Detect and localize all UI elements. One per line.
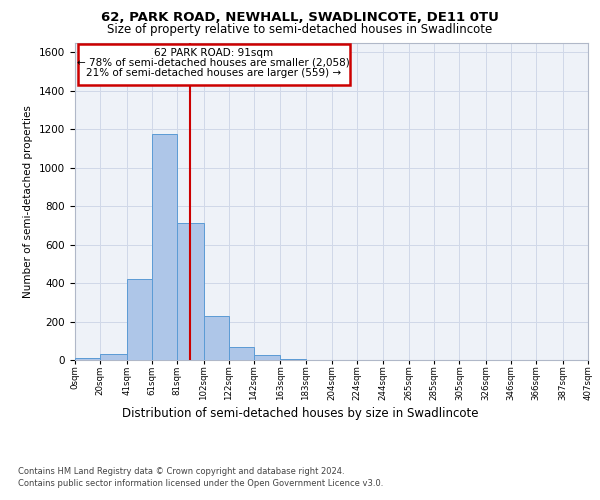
Text: Size of property relative to semi-detached houses in Swadlincote: Size of property relative to semi-detach… bbox=[107, 22, 493, 36]
Text: 62 PARK ROAD: 91sqm: 62 PARK ROAD: 91sqm bbox=[154, 48, 273, 58]
Bar bbox=[203, 316, 229, 360]
Bar bbox=[100, 354, 127, 360]
Bar bbox=[254, 355, 280, 360]
Bar bbox=[127, 279, 152, 360]
Text: Contains public sector information licensed under the Open Government Licence v3: Contains public sector information licen… bbox=[18, 478, 383, 488]
Bar bbox=[280, 359, 305, 360]
Text: Distribution of semi-detached houses by size in Swadlincote: Distribution of semi-detached houses by … bbox=[122, 408, 478, 420]
Bar bbox=[75, 358, 100, 360]
Text: Contains HM Land Registry data © Crown copyright and database right 2024.: Contains HM Land Registry data © Crown c… bbox=[18, 468, 344, 476]
Text: 21% of semi-detached houses are larger (559) →: 21% of semi-detached houses are larger (… bbox=[86, 68, 341, 78]
Bar bbox=[177, 224, 203, 360]
Bar bbox=[229, 348, 254, 360]
Text: 62, PARK ROAD, NEWHALL, SWADLINCOTE, DE11 0TU: 62, PARK ROAD, NEWHALL, SWADLINCOTE, DE1… bbox=[101, 11, 499, 24]
Y-axis label: Number of semi-detached properties: Number of semi-detached properties bbox=[23, 105, 34, 298]
Bar bbox=[152, 134, 177, 360]
Text: ← 78% of semi-detached houses are smaller (2,058): ← 78% of semi-detached houses are smalle… bbox=[77, 58, 350, 68]
FancyBboxPatch shape bbox=[77, 44, 350, 85]
